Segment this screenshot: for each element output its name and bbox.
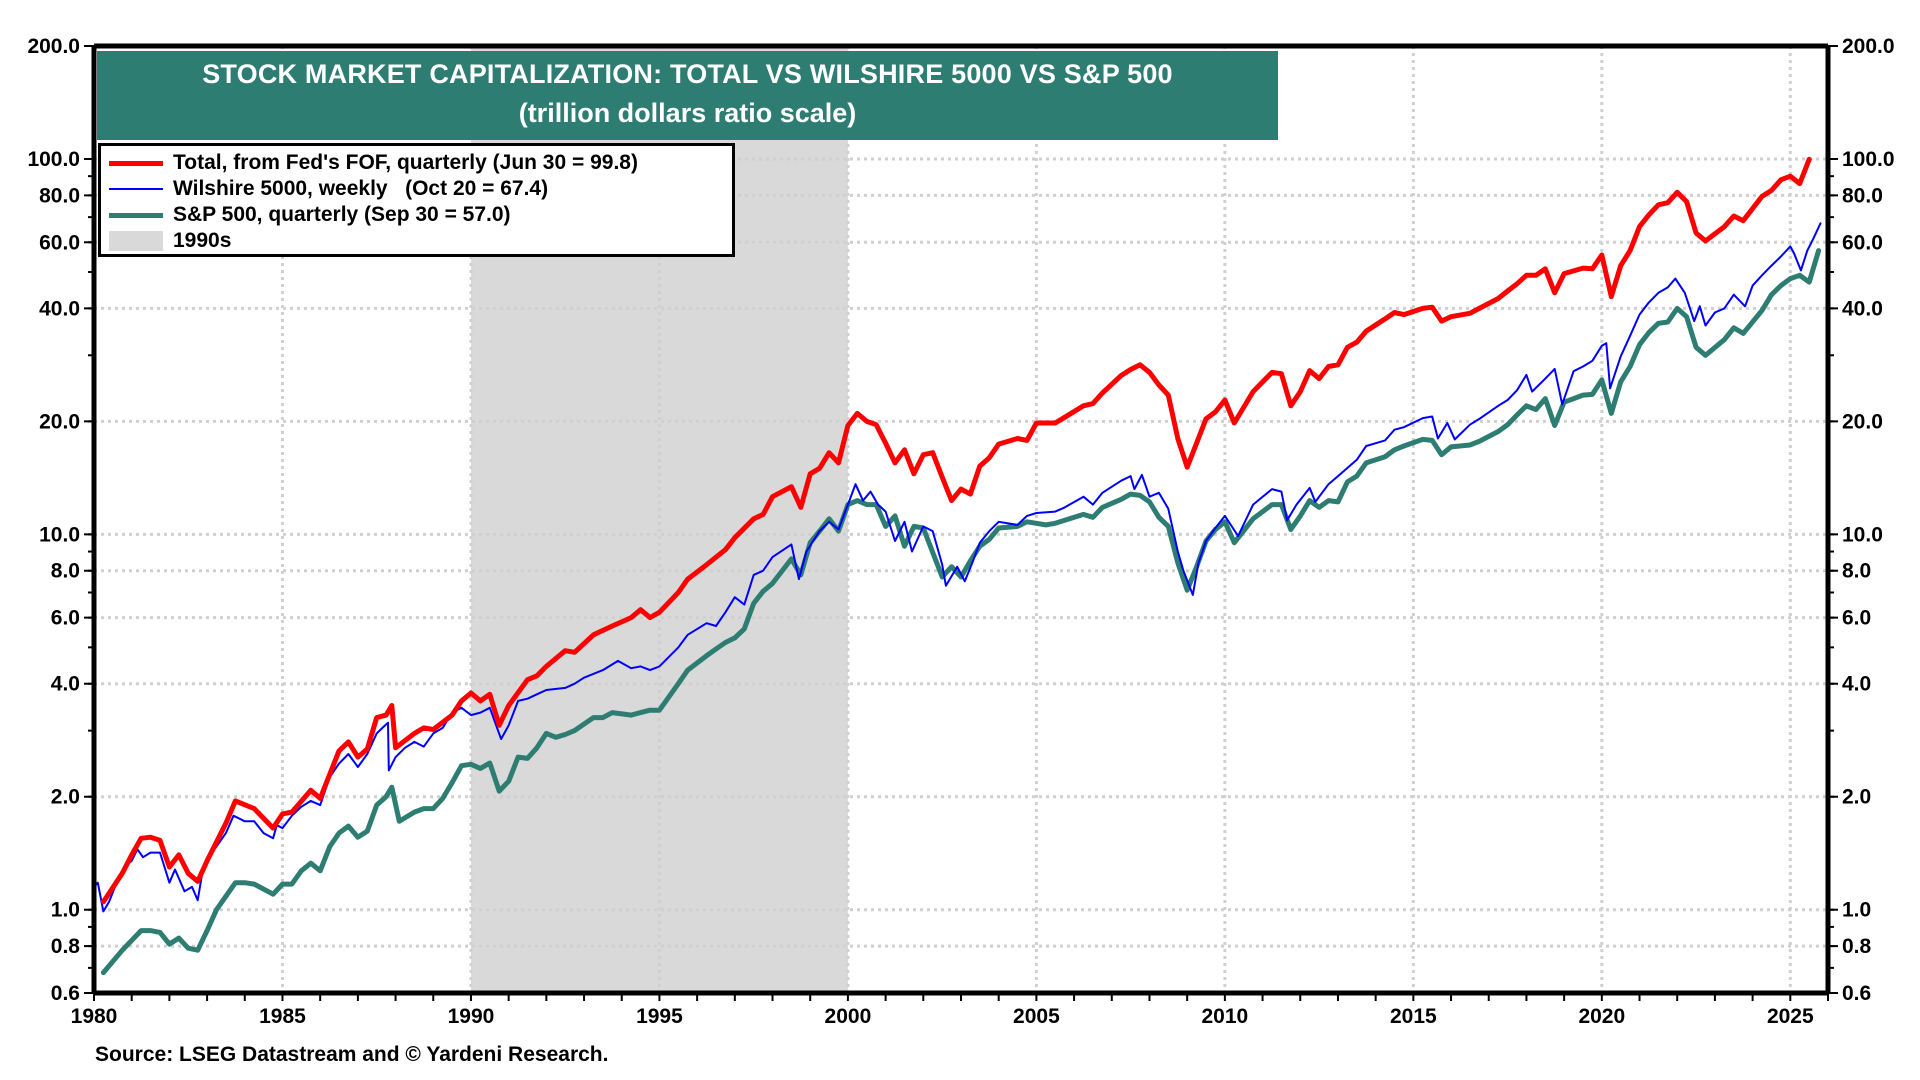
x-tick-label: 2010: [1202, 1005, 1249, 1028]
tick-labels: 0.6 0.6 0.8 0.8 1.0 1.0 2.0 2.0 4.0 4.0 6.0 6.0 8.0 8…: [27, 35, 1894, 1028]
legend-item-1990s: 1990s: [109, 228, 231, 254]
legend-item-sp500: S&P 500, quarterly (Sep 30 = 57.0): [109, 202, 511, 228]
y-tick-label-right: 60.0: [1842, 231, 1883, 254]
y-tick-label-left: 10.0: [39, 523, 80, 546]
y-tick-label-left: 80.0: [39, 184, 80, 207]
legend-item-wilshire: Wilshire 5000, weekly (Oct 20 = 67.4): [109, 176, 548, 202]
y-tick-label-left: 8.0: [51, 560, 80, 583]
y-tick-label-right: 4.0: [1842, 673, 1871, 696]
y-tick-label-right: 6.0: [1842, 607, 1871, 630]
legend-label-total: Total, from Fed's FOF, quarterly (Jun 30…: [173, 151, 638, 174]
chart-title-box: STOCK MARKET CAPITALIZATION: TOTAL VS WI…: [97, 51, 1278, 140]
legend-label-wilshire: Wilshire 5000, weekly (Oct 20 = 67.4): [173, 177, 549, 200]
series-lines: [93, 156, 1822, 976]
y-tick-label-left: 0.8: [51, 935, 81, 958]
y-tick-label-left: 20.0: [39, 410, 80, 433]
chart-subtitle: (trillion dollars ratio scale): [518, 98, 857, 128]
y-tick-label-right: 0.6: [1842, 982, 1871, 1005]
y-tick-label-right: 0.8: [1842, 935, 1872, 958]
legend: Total, from Fed's FOF, quarterly (Jun 30…: [98, 143, 735, 257]
y-tick-label-left: 0.6: [51, 982, 80, 1005]
y-tick-label-right: 200.0: [1842, 35, 1895, 58]
series-line-sp500: [100, 248, 1822, 976]
y-tick-label-left: 60.0: [39, 231, 80, 254]
x-tick-label: 1995: [636, 1005, 683, 1028]
x-tick-label: 1990: [448, 1005, 495, 1028]
y-tick-label-right: 2.0: [1842, 786, 1871, 809]
x-tick-label: 2025: [1767, 1005, 1814, 1028]
y-tick-label-left: 100.0: [27, 148, 80, 171]
legend-item-total: Total, from Fed's FOF, quarterly (Jun 30…: [109, 150, 638, 176]
legend-swatch-sp500: [109, 212, 163, 218]
legend-swatch-1990s: [109, 231, 163, 251]
y-tick-label-right: 10.0: [1842, 523, 1883, 546]
x-tick-label: 2005: [1013, 1005, 1060, 1028]
legend-swatch-total: [109, 160, 163, 166]
series-line-total: [100, 156, 1812, 905]
y-tick-label-right: 40.0: [1842, 297, 1883, 320]
x-tick-label: 1985: [259, 1005, 306, 1028]
y-tick-label-left: 200.0: [27, 35, 80, 58]
y-tick-label-left: 2.0: [51, 786, 80, 809]
legend-label-1990s: 1990s: [173, 229, 232, 252]
chart-title: STOCK MARKET CAPITALIZATION: TOTAL VS WI…: [202, 59, 1173, 89]
y-tick-label-right: 100.0: [1842, 148, 1895, 171]
y-tick-label-right: 8.0: [1842, 560, 1871, 583]
x-tick-label: 2020: [1578, 1005, 1625, 1028]
series-line-wilshire: [93, 222, 1822, 913]
y-tick-label-left: 4.0: [51, 673, 80, 696]
source-note: Source: LSEG Datastream and © Yardeni Re…: [95, 1043, 609, 1066]
legend-label-sp500: S&P 500, quarterly (Sep 30 = 57.0): [173, 203, 511, 226]
axes: [84, 43, 1838, 1001]
x-tick-label: 2000: [825, 1005, 872, 1028]
y-tick-label-right: 80.0: [1842, 184, 1883, 207]
y-tick-label-right: 1.0: [1842, 899, 1871, 922]
x-tick-label: 2015: [1390, 1005, 1437, 1028]
legend-swatch-wilshire: [109, 188, 163, 190]
y-tick-label-left: 6.0: [51, 607, 80, 630]
y-tick-label-right: 20.0: [1842, 410, 1883, 433]
x-tick-label: 1980: [71, 1005, 118, 1028]
y-tick-label-left: 1.0: [51, 899, 80, 922]
y-tick-label-left: 40.0: [39, 297, 80, 320]
